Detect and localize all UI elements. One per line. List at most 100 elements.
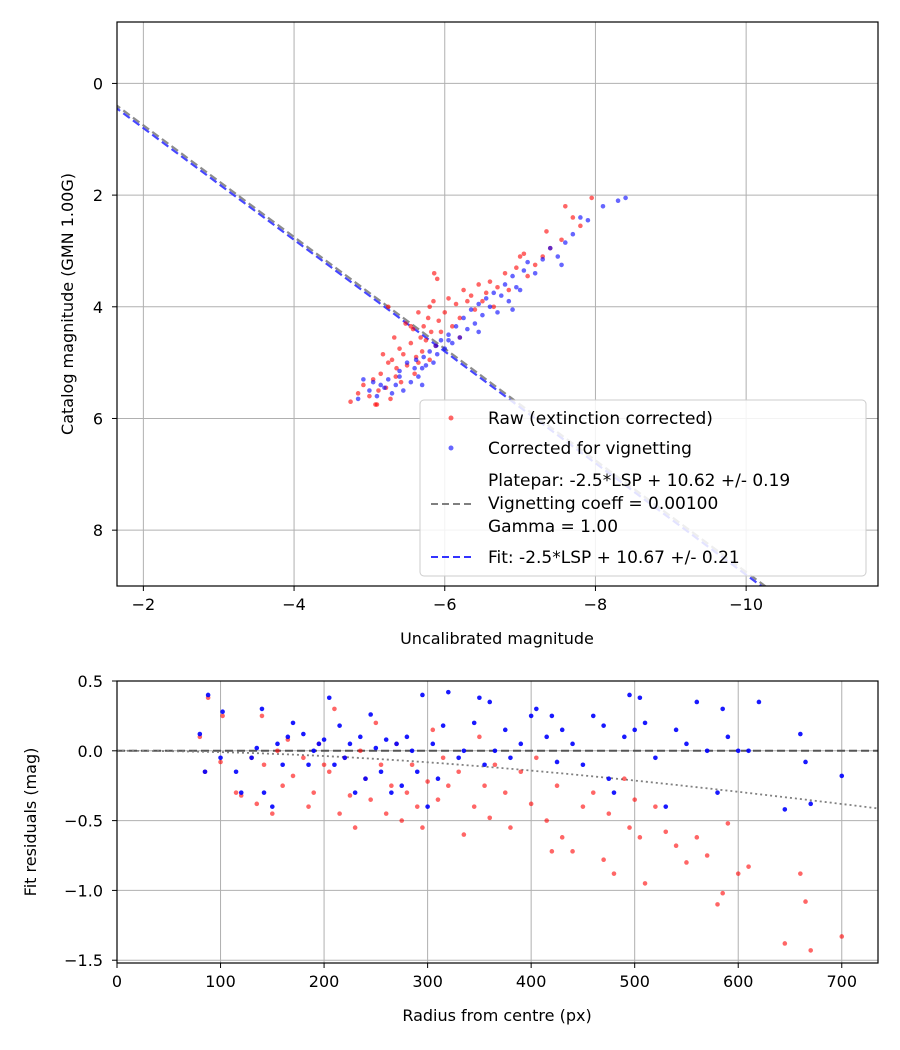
residual-raw-point <box>456 769 461 775</box>
residual-corrected-point <box>205 692 211 698</box>
corrected-point <box>393 382 399 388</box>
raw-point <box>408 324 414 329</box>
raw-point <box>393 374 399 379</box>
corrected-point <box>419 365 425 371</box>
corrected-point <box>495 310 500 315</box>
corrected-point <box>385 377 391 382</box>
corrected-point <box>423 363 429 368</box>
raw-point <box>367 393 372 399</box>
residual-corrected-point <box>477 695 482 701</box>
residual-corrected-point <box>839 773 845 779</box>
bottom-x-tick-label: 500 <box>619 972 650 991</box>
residual-corrected-point <box>404 734 410 740</box>
corrected-point <box>525 259 530 265</box>
residual-raw-point <box>725 821 731 826</box>
residual-raw-point <box>528 801 534 807</box>
residual-corrected-point <box>238 790 244 795</box>
residual-corrected-point <box>220 709 225 715</box>
corrected-point <box>540 257 546 262</box>
residual-raw-point <box>373 720 379 726</box>
raw-point <box>578 223 583 229</box>
bottom-raw-points <box>197 695 845 953</box>
bottom-y-tick-label: −0.5 <box>64 812 103 831</box>
top-raw-points <box>348 195 594 407</box>
corrected-point <box>585 217 591 223</box>
residual-corrected-point <box>518 741 524 747</box>
corrected-point <box>355 396 361 402</box>
corrected-point <box>449 340 455 346</box>
residual-raw-point <box>798 871 803 876</box>
residual-corrected-point <box>549 713 555 719</box>
raw-point <box>374 402 380 407</box>
residual-raw-point <box>435 797 441 802</box>
legend-corrected-label: Corrected for vignetting <box>488 439 692 459</box>
residual-raw-point <box>715 902 720 907</box>
bottom-x-tick-label: 0 <box>112 972 122 991</box>
residual-corrected-point <box>570 741 575 747</box>
raw-point <box>408 340 414 346</box>
residual-raw-point <box>259 713 265 719</box>
top-y-tick-label: 8 <box>93 521 103 540</box>
residual-raw-point <box>502 790 508 795</box>
residual-corrected-point <box>534 706 539 712</box>
top-x-tick-label: −10 <box>729 595 763 614</box>
residual-raw-point <box>720 890 725 896</box>
residual-raw-point <box>735 871 741 876</box>
residual-raw-point <box>337 811 342 816</box>
residual-corrected-point <box>311 748 317 754</box>
residual-raw-point <box>440 755 446 761</box>
bottom-y-axis-label: Fit residuals (mag) <box>21 748 40 897</box>
raw-point <box>431 270 437 276</box>
residual-corrected-point <box>456 755 461 761</box>
bottom-corrected-points <box>197 689 845 812</box>
raw-point <box>388 396 393 402</box>
residual-raw-point <box>446 783 451 789</box>
residual-corrected-point <box>746 748 751 754</box>
residual-corrected-point <box>275 741 280 747</box>
residual-raw-point <box>663 829 669 835</box>
raw-point <box>532 262 538 268</box>
bottom-x-tick-label: 700 <box>826 972 857 991</box>
residual-corrected-point <box>782 807 788 812</box>
residual-corrected-point <box>590 713 596 719</box>
residual-raw-point <box>399 818 405 823</box>
residual-corrected-point <box>254 745 260 751</box>
raw-point <box>418 335 423 340</box>
corrected-point <box>457 335 463 340</box>
residual-corrected-point <box>440 723 446 728</box>
raw-point <box>431 298 436 304</box>
raw-point <box>589 195 594 201</box>
raw-point <box>480 298 485 304</box>
residual-raw-point <box>782 941 788 946</box>
residual-corrected-point <box>389 790 394 795</box>
legend-raw-marker <box>448 415 454 421</box>
residual-corrected-point <box>233 769 239 775</box>
raw-point <box>385 360 391 365</box>
residual-corrected-point <box>249 755 254 761</box>
residual-corrected-point <box>321 737 327 742</box>
residual-corrected-point <box>632 727 637 733</box>
top-corrected-points <box>355 195 628 402</box>
bottom-y-tick-label: −1.0 <box>64 881 103 900</box>
bottom-chart: 0 100 200 300 400 500 600 700 0.5 0.0 −0.5 −1.0 −1.… <box>21 672 879 1025</box>
raw-point <box>401 351 406 357</box>
residual-raw-point <box>254 801 260 807</box>
legend-platepar-line-2: Vignetting coeff = 0.00100 <box>488 494 718 514</box>
raw-point <box>397 346 402 351</box>
bottom-y-tick-label: 0.5 <box>78 672 103 691</box>
residual-corrected-point <box>373 745 379 751</box>
residual-corrected-point <box>502 727 508 733</box>
corrected-point <box>623 195 628 201</box>
residual-corrected-point <box>653 755 658 761</box>
residual-raw-point <box>627 825 632 830</box>
raw-point <box>476 282 481 287</box>
residual-corrected-point <box>202 769 208 775</box>
top-y-tick-label: 0 <box>93 74 103 93</box>
residual-raw-point <box>347 793 353 798</box>
corrected-point <box>461 315 466 321</box>
bottom-grid <box>116 680 878 963</box>
residual-corrected-point <box>715 790 720 795</box>
residual-corrected-point <box>461 748 467 754</box>
corrected-point <box>483 296 489 301</box>
corrected-point <box>555 254 561 259</box>
